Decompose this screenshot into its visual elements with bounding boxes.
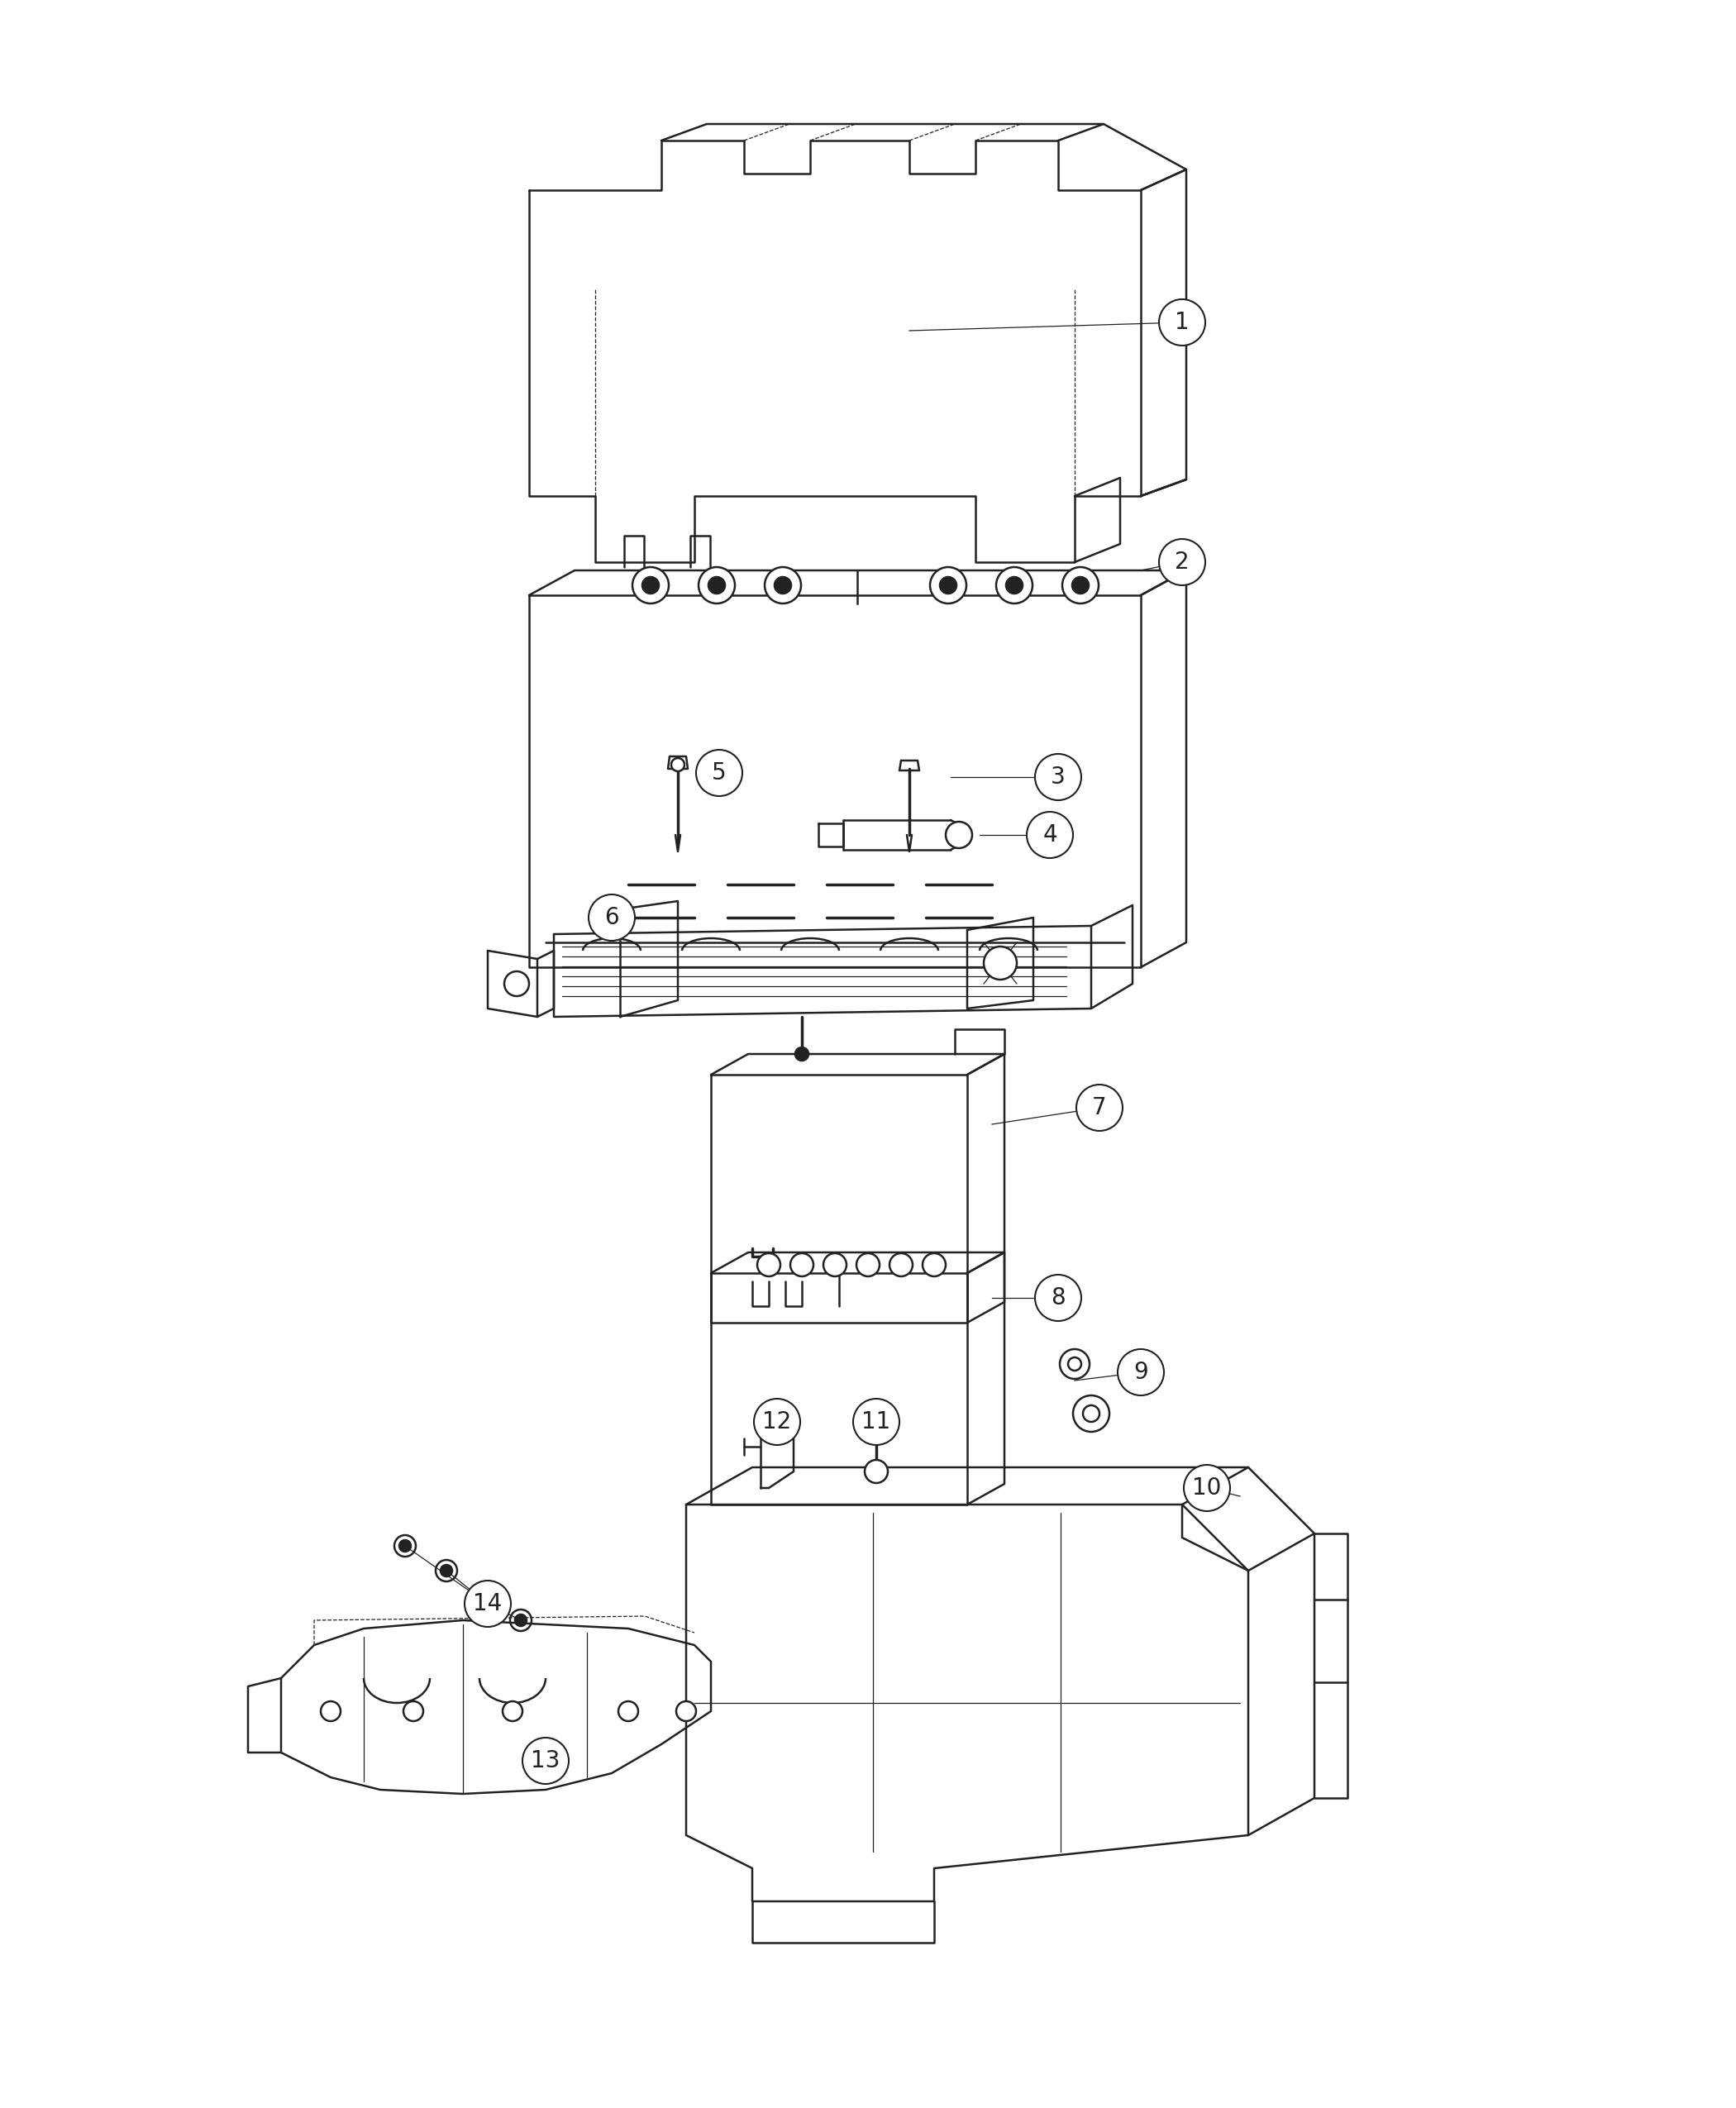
Circle shape [696, 750, 743, 797]
Text: 14: 14 [474, 1592, 502, 1615]
Circle shape [589, 894, 635, 940]
Circle shape [856, 1254, 880, 1275]
Circle shape [757, 1254, 781, 1275]
Text: 4: 4 [1043, 824, 1057, 847]
Circle shape [403, 1701, 424, 1720]
Circle shape [465, 1581, 510, 1627]
Circle shape [1026, 812, 1073, 858]
Circle shape [1073, 1395, 1109, 1431]
Circle shape [1160, 299, 1205, 346]
Circle shape [889, 1254, 913, 1275]
Circle shape [823, 1254, 847, 1275]
Text: 7: 7 [1092, 1096, 1108, 1119]
Circle shape [795, 1048, 809, 1060]
Circle shape [865, 1461, 887, 1484]
Circle shape [870, 1410, 884, 1425]
Circle shape [483, 1589, 493, 1602]
Circle shape [618, 1701, 639, 1720]
Circle shape [1160, 540, 1205, 586]
Circle shape [852, 1400, 899, 1444]
Circle shape [672, 759, 684, 772]
Text: 3: 3 [1050, 765, 1066, 788]
Circle shape [922, 1254, 946, 1275]
Circle shape [753, 1400, 800, 1444]
Text: 12: 12 [762, 1410, 792, 1433]
Circle shape [1083, 1406, 1099, 1423]
Circle shape [677, 1701, 696, 1720]
Circle shape [1118, 1349, 1163, 1395]
Circle shape [516, 1615, 526, 1625]
Circle shape [1076, 1086, 1123, 1130]
Circle shape [764, 567, 800, 603]
Text: 9: 9 [1134, 1360, 1147, 1383]
Circle shape [1184, 1465, 1231, 1511]
Circle shape [946, 822, 972, 847]
Circle shape [984, 946, 1017, 980]
Circle shape [708, 578, 726, 594]
Text: 6: 6 [604, 906, 620, 930]
Circle shape [1068, 1358, 1082, 1370]
Circle shape [774, 578, 792, 594]
Circle shape [503, 1701, 523, 1720]
Text: 8: 8 [1050, 1286, 1066, 1309]
Text: 2: 2 [1175, 550, 1189, 573]
Circle shape [441, 1564, 451, 1577]
Circle shape [1062, 567, 1099, 603]
Circle shape [939, 578, 957, 594]
Text: 5: 5 [712, 761, 726, 784]
Circle shape [1059, 1349, 1090, 1379]
Text: 11: 11 [861, 1410, 891, 1433]
Text: 13: 13 [531, 1750, 561, 1773]
Circle shape [1035, 755, 1082, 801]
Circle shape [1073, 578, 1088, 594]
Circle shape [930, 567, 967, 603]
Circle shape [642, 578, 660, 594]
Circle shape [321, 1701, 340, 1720]
Circle shape [1035, 1275, 1082, 1322]
Text: 10: 10 [1193, 1476, 1222, 1499]
Circle shape [399, 1541, 411, 1551]
Circle shape [1007, 578, 1023, 594]
Circle shape [503, 972, 529, 997]
Circle shape [996, 567, 1033, 603]
Text: 1: 1 [1175, 310, 1189, 333]
Circle shape [523, 1737, 569, 1783]
Circle shape [698, 567, 734, 603]
Circle shape [632, 567, 668, 603]
Circle shape [790, 1254, 814, 1275]
